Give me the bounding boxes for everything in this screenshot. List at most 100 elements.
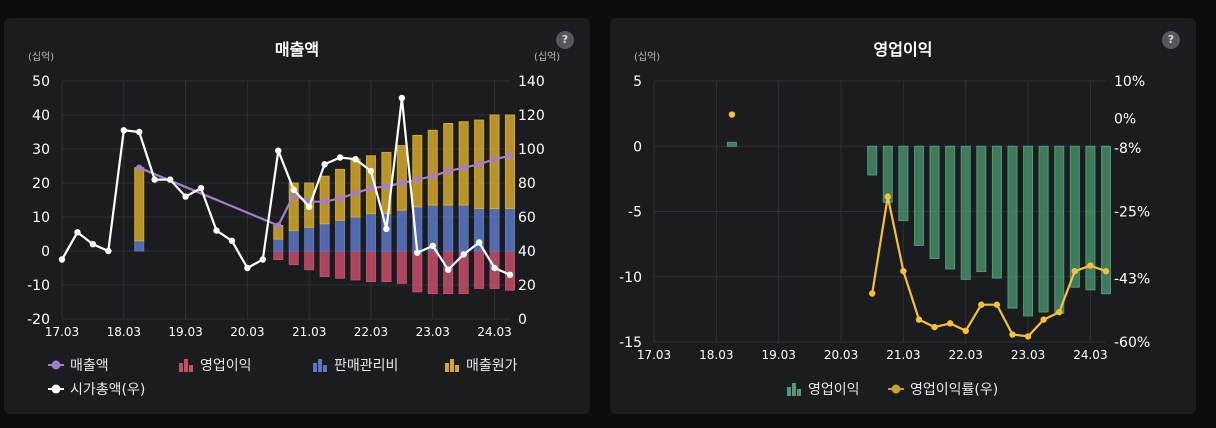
series-line [871,195,1107,338]
data-point [1040,316,1047,323]
legend-item[interactable]: 영업이익률(우) [888,379,998,399]
bar [1007,145,1018,309]
data-point [305,203,313,210]
data-point [136,128,143,136]
bar [1054,145,1065,314]
data-point [275,222,282,229]
data-point [89,241,97,248]
line-marker-icon [48,360,64,370]
data-point [429,173,436,180]
bar [898,145,909,222]
operating-profit-chart-panel: 영업이익 ? -15 -10 -5 0 5 10% 0% -8% -25% -43% -60% (십억… [610,18,1196,414]
bar [489,208,500,252]
data-point [367,184,375,192]
legend-item[interactable]: 영업이익 [786,379,860,399]
data-point [336,154,344,161]
y-axis-unit-label: (십억) [634,51,660,63]
data-point [445,167,452,175]
legend-item[interactable]: 매출원가 [444,355,518,375]
bar [867,145,878,176]
y2-tick-label: 100 [518,142,545,158]
bar [288,182,299,232]
x-tick-label: 23.03 [416,325,450,339]
data-point [398,94,406,102]
y2-tick-label: 40 [518,244,536,260]
line-marker-icon [48,384,64,394]
bar [365,250,376,283]
data-point [978,301,985,308]
bar [458,204,469,252]
x-tick-label: 22.03 [354,325,388,339]
data-point [151,176,158,183]
bar [726,141,737,147]
bar [304,250,315,271]
legend-item[interactable]: 판매관리비 [312,355,398,375]
data-point [383,225,390,233]
data-point [429,242,436,250]
y2-tick-label: -43% [1114,272,1150,288]
data-point [962,327,969,335]
y-tick-label: 40 [32,108,50,124]
data-point [993,301,1001,308]
data-point [728,111,736,118]
help-icon[interactable]: ? [1162,31,1180,49]
data-point [367,167,375,175]
legend-item[interactable]: 시가총액(우) [48,379,145,399]
y-tick-label: 0 [41,244,50,260]
y-tick-label: 10 [32,210,50,226]
data-point [321,198,328,205]
line-marker-icon [888,384,904,394]
data-point [460,251,467,258]
chart-title: 매출액 [274,40,320,59]
data-point [321,161,328,168]
bar [991,145,1002,279]
help-icon[interactable]: ? [556,31,574,49]
legend-label: 매출원가 [466,358,518,374]
y-axis-unit-label: (십억) [28,51,54,63]
bar [365,213,376,252]
y-tick-label: 0 [633,139,642,155]
bar [976,145,987,273]
data-point [460,164,467,171]
legend-item[interactable]: 영업이익 [178,355,252,375]
data-point [900,267,907,275]
data-point [475,239,483,246]
legend-label: 영업이익 [200,358,252,374]
data-point [228,237,236,244]
bar [1023,145,1034,317]
y2-tick-label: 10% [1114,74,1145,90]
bar [396,209,407,252]
x-tick-label: 17.03 [45,325,79,339]
data-point [213,227,220,234]
y-tick-label: -20 [27,312,50,328]
bar [929,145,940,259]
bar [505,208,515,252]
bar [443,204,454,252]
data-point [1071,267,1079,275]
bar [273,250,284,260]
data-point [1009,331,1016,338]
operating-profit-chart-plot: -15 -10 -5 0 5 10% 0% -8% -25% -43% -60% (십억) 17.03 1… [619,51,1150,362]
data-point [58,256,66,263]
x-tick-label: 18.03 [699,348,733,362]
y2-axis-unit-label: (십억) [534,51,560,63]
x-tick-label: 21.03 [886,348,920,362]
x-tick-label: 18.03 [107,325,141,339]
data-point [120,127,127,134]
bar [335,219,346,252]
bar [350,158,361,218]
x-tick-label: 22.03 [949,348,983,362]
revenue-chart-plot: -20 -10 0 10 20 30 40 50 0 20 40 60 80 100 120 140 (십억) (… [27,51,560,339]
data-point [884,193,891,200]
data-point [506,271,514,278]
bar [427,129,438,206]
bar [350,216,361,252]
data-point [105,247,112,255]
y2-tick-label: 20 [518,278,536,294]
legend-label: 영업이익률(우) [910,382,999,398]
legend-item[interactable]: 매출액 [48,355,109,375]
data-point [506,152,514,159]
data-point [869,290,876,297]
series-line [61,96,511,276]
y-tick-label: -5 [628,205,642,221]
